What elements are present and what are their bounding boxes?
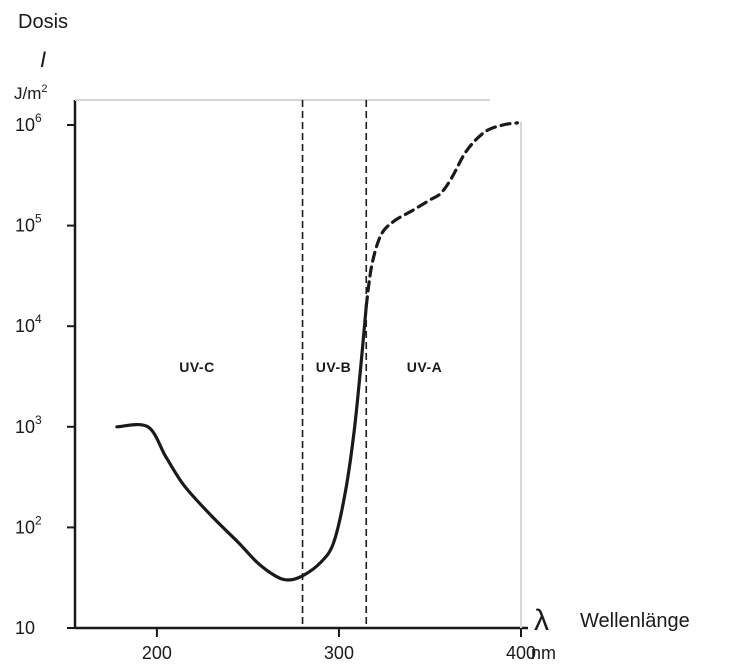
- y-tick-exponent: 2: [35, 513, 42, 527]
- series-group: [115, 121, 519, 582]
- y-axis-unit: J/m2: [14, 83, 48, 103]
- y-tick-exponent: 6: [35, 111, 42, 125]
- y-tick-base: 10: [15, 115, 35, 135]
- region-label: UV-B: [316, 359, 351, 375]
- y-axis-unit-exp: 2: [41, 83, 47, 95]
- y-tick-exponent: 3: [35, 413, 42, 427]
- y-tick-label: 102: [15, 513, 42, 537]
- y-tick-label: 106: [15, 111, 42, 135]
- x-tick-group: 200 300 400: [142, 628, 536, 663]
- y-tick-base: 10: [15, 618, 35, 638]
- y-tick-base: 10: [15, 517, 35, 537]
- y-tick-base: 10: [15, 316, 35, 336]
- y-tick-label: 104: [15, 312, 42, 336]
- y-tick-label: 103: [15, 413, 42, 437]
- x-tick-label: 400: [506, 643, 536, 663]
- y-axis-unit-base: J/m: [14, 84, 41, 103]
- x-axis-label: Wellenlänge: [580, 610, 690, 632]
- x-axis-symbol: λ: [534, 604, 549, 637]
- y-tick-exponent: 4: [35, 312, 42, 326]
- region-label: UV-C: [179, 359, 214, 375]
- x-axis-unit: nm: [531, 643, 556, 663]
- x-tick-label: 300: [324, 643, 354, 663]
- y-tick-label: 10: [15, 618, 35, 638]
- dashed-dose-curve: [364, 121, 519, 308]
- solid-dose-curve: [115, 304, 368, 582]
- y-tick-exponent: 5: [35, 212, 42, 226]
- y-tick-base: 10: [15, 216, 35, 236]
- region-label-group: UV-C UV-B UV-A: [179, 359, 442, 375]
- y-axis-label: Dosis: [18, 11, 68, 33]
- region-label: UV-A: [407, 359, 442, 375]
- boundary-group: [301, 100, 368, 628]
- x-tick-label: 200: [142, 643, 172, 663]
- y-tick-label: 105: [15, 212, 42, 236]
- y-tick-base: 10: [15, 417, 35, 437]
- y-axis-symbol: I: [40, 47, 46, 72]
